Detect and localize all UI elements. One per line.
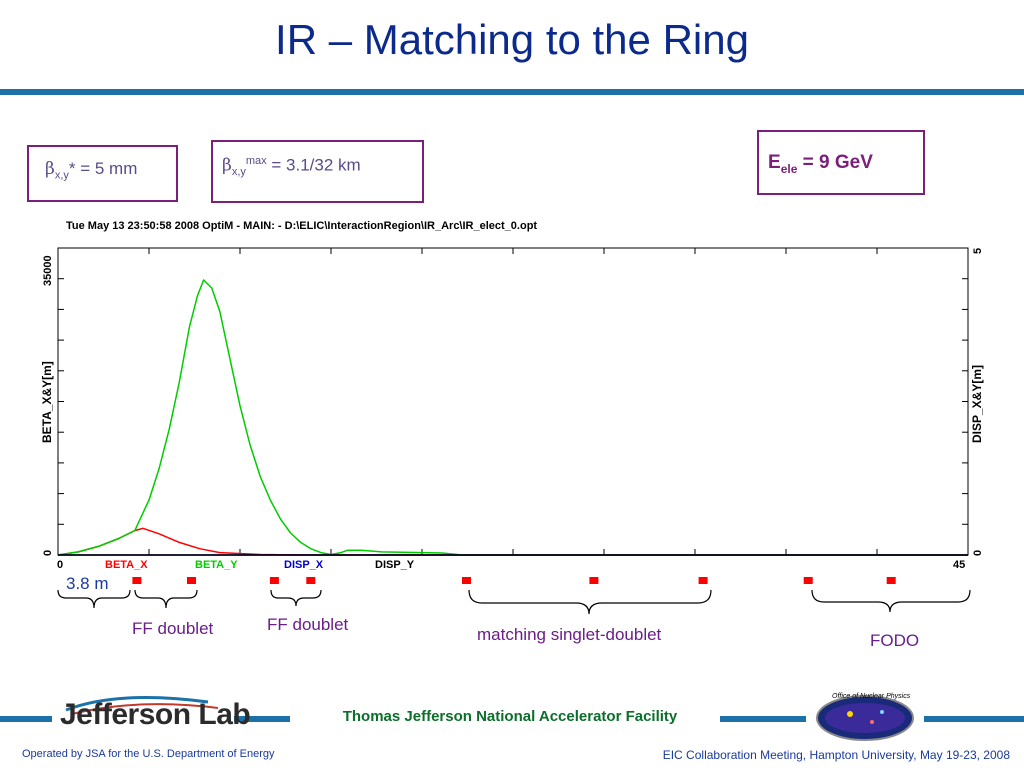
magnet-marker	[187, 577, 196, 584]
beta-star-text: βx,y* = 5 mm	[45, 159, 137, 181]
beta-symbol: β	[222, 155, 232, 176]
beta-max-value: = 3.1/32 km	[266, 155, 361, 175]
x-tick-max: 45	[953, 559, 965, 571]
legend-beta-y: BETA_Y	[195, 559, 238, 571]
left-tick-max: 35000	[42, 255, 54, 286]
legend-disp-x: DISP_X	[284, 559, 324, 571]
brace-distance	[57, 589, 131, 609]
beta-star-box	[27, 145, 178, 202]
energy-value: = 9 GeV	[797, 152, 873, 173]
footer-operated-by: Operated by JSA for the U.S. Department …	[22, 748, 275, 760]
brace-ff1	[134, 589, 198, 609]
beta-star-value: * = 5 mm	[68, 159, 138, 178]
brace-matching	[468, 589, 712, 615]
beta-symbol: β	[45, 159, 55, 179]
ff-doublet-label-2: FF doublet	[267, 615, 349, 634]
magnet-marker	[306, 577, 316, 584]
right-axis-label: DISP_X&Y[m]	[970, 365, 984, 443]
footer-bar-left	[0, 716, 52, 722]
beta-max-box	[211, 140, 424, 203]
footer-bar-right	[924, 716, 1024, 722]
legend-beta-x: BETA_X	[105, 559, 148, 571]
beta-max-text: βx,ymax = 3.1/32 km	[222, 155, 361, 178]
brace-fodo	[811, 589, 971, 613]
distance-label: 3.8 m	[66, 574, 109, 593]
title-rule	[0, 89, 1024, 95]
brace-ff2	[270, 589, 322, 607]
magnet-marker	[698, 577, 708, 584]
beta-sub: x,y	[231, 166, 246, 179]
jlab-logo-swoosh	[65, 696, 219, 715]
slide-title: IR – Matching to the Ring	[275, 16, 749, 63]
footer-bar-mid-right	[720, 716, 806, 722]
footer-bar-mid-left	[234, 716, 290, 722]
footer-meeting: EIC Collaboration Meeting, Hampton Unive…	[662, 748, 1010, 762]
right-tick-max: 5	[972, 248, 984, 254]
left-tick-min: 0	[42, 550, 54, 556]
energy-symbol: E	[768, 152, 781, 173]
jefferson-lab-logo: Jefferson Lab	[60, 698, 251, 731]
magnet-marker	[132, 577, 142, 584]
energy-text: Eele = 9 GeV	[768, 152, 873, 176]
beta-max-sup: max	[245, 155, 267, 167]
left-axis-label: BETA_X&Y[m]	[40, 361, 54, 443]
ff-doublet-label-1: FF doublet	[132, 619, 214, 638]
magnet-marker	[803, 577, 813, 584]
magnet-marker	[462, 577, 471, 584]
magnet-marker	[886, 577, 896, 584]
plot-frame	[57, 247, 969, 556]
right-tick-min: 0	[972, 550, 984, 556]
energy-sub: ele	[780, 161, 798, 176]
chart-header: Tue May 13 23:50:58 2008 OptiM - MAIN: -…	[66, 220, 537, 232]
magnet-marker	[269, 577, 279, 584]
matching-label: matching singlet-doublet	[477, 625, 662, 644]
beta-sub: x,y	[54, 169, 69, 182]
fodo-label: FODO	[870, 631, 920, 650]
nuclear-physics-seal: Office of Nuclear Physics	[816, 693, 914, 741]
footer-facility: Thomas Jefferson National Accelerator Fa…	[342, 708, 678, 725]
series-beta-y	[57, 279, 968, 556]
energy-box	[757, 130, 925, 195]
legend-disp-y: DISP_Y	[375, 559, 415, 571]
svg-text:Office of Nuclear Physics: Office of Nuclear Physics	[832, 693, 911, 700]
magnet-marker	[589, 577, 599, 584]
x-tick-min: 0	[57, 559, 63, 571]
